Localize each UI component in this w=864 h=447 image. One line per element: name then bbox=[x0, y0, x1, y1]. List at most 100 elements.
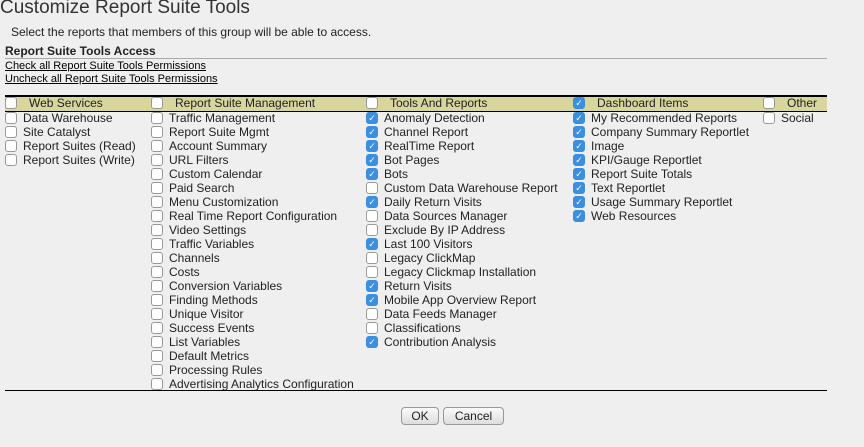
permission-web-resources[interactable]: ✓ Web Resources bbox=[573, 209, 749, 223]
checkbox-checked[interactable]: ✓ bbox=[573, 168, 585, 180]
permission-report-suite-mgmt[interactable]: Report Suite Mgmt bbox=[151, 125, 354, 139]
checkbox-unchecked[interactable] bbox=[151, 322, 163, 334]
check-all-link[interactable]: Check all Report Suite Tools Permissions bbox=[5, 60, 206, 72]
checkbox-unchecked[interactable] bbox=[151, 182, 163, 194]
checkbox-checked[interactable]: ✓ bbox=[573, 196, 585, 208]
checkbox-unchecked[interactable] bbox=[763, 112, 775, 124]
cancel-button[interactable]: Cancel bbox=[443, 407, 504, 425]
checkbox-unchecked[interactable] bbox=[366, 97, 378, 109]
permission-default-metrics[interactable]: Default Metrics bbox=[151, 349, 354, 363]
checkbox-unchecked[interactable] bbox=[366, 266, 378, 278]
column-header-tools-and-reports[interactable]: Tools And Reports bbox=[366, 96, 558, 110]
permission-url-filters[interactable]: URL Filters bbox=[151, 153, 354, 167]
checkbox-unchecked[interactable] bbox=[366, 182, 378, 194]
permission-custom-calendar[interactable]: Custom Calendar bbox=[151, 167, 354, 181]
permission-channels[interactable]: Channels bbox=[151, 251, 354, 265]
permission-return-visits[interactable]: ✓ Return Visits bbox=[366, 279, 558, 293]
column-header-other[interactable]: Other bbox=[763, 96, 817, 110]
checkbox-checked[interactable]: ✓ bbox=[573, 182, 585, 194]
checkbox-unchecked[interactable] bbox=[366, 308, 378, 320]
checkbox-unchecked[interactable] bbox=[366, 210, 378, 222]
checkbox-unchecked[interactable] bbox=[151, 238, 163, 250]
permission-finding-methods[interactable]: Finding Methods bbox=[151, 293, 354, 307]
permission-exclude-by-ip-address[interactable]: Exclude By IP Address bbox=[366, 223, 558, 237]
permission-anomaly-detection[interactable]: ✓ Anomaly Detection bbox=[366, 111, 558, 125]
permission-traffic-management[interactable]: Traffic Management bbox=[151, 111, 354, 125]
checkbox-unchecked[interactable] bbox=[151, 364, 163, 376]
permission-data-warehouse[interactable]: Data Warehouse bbox=[5, 111, 136, 125]
checkbox-checked[interactable]: ✓ bbox=[573, 154, 585, 166]
permission-image[interactable]: ✓ Image bbox=[573, 139, 749, 153]
permission-contribution-analysis[interactable]: ✓ Contribution Analysis bbox=[366, 335, 558, 349]
checkbox-checked[interactable]: ✓ bbox=[366, 280, 378, 292]
permission-channel-report[interactable]: ✓ Channel Report bbox=[366, 125, 558, 139]
checkbox-unchecked[interactable] bbox=[763, 97, 775, 109]
permission-custom-data-warehouse-report[interactable]: Custom Data Warehouse Report bbox=[366, 181, 558, 195]
permission-kpi-gauge-reportlet[interactable]: ✓ KPI/Gauge Reportlet bbox=[573, 153, 749, 167]
checkbox-unchecked[interactable] bbox=[366, 322, 378, 334]
checkbox-checked[interactable]: ✓ bbox=[366, 238, 378, 250]
permission-report-suite-totals[interactable]: ✓ Report Suite Totals bbox=[573, 167, 749, 181]
checkbox-unchecked[interactable] bbox=[151, 350, 163, 362]
column-header-dashboard-items[interactable]: ✓ Dashboard Items bbox=[573, 96, 749, 110]
checkbox-unchecked[interactable] bbox=[366, 252, 378, 264]
checkbox-unchecked[interactable] bbox=[151, 140, 163, 152]
checkbox-unchecked[interactable] bbox=[5, 112, 17, 124]
permission-social[interactable]: Social bbox=[763, 111, 817, 125]
permission-bots[interactable]: ✓ Bots bbox=[366, 167, 558, 181]
permission-site-catalyst[interactable]: Site Catalyst bbox=[5, 125, 136, 139]
checkbox-checked[interactable]: ✓ bbox=[573, 140, 585, 152]
permission-costs[interactable]: Costs bbox=[151, 265, 354, 279]
checkbox-unchecked[interactable] bbox=[5, 154, 17, 166]
checkbox-unchecked[interactable] bbox=[151, 336, 163, 348]
checkbox-unchecked[interactable] bbox=[151, 280, 163, 292]
permission-video-settings[interactable]: Video Settings bbox=[151, 223, 354, 237]
permission-paid-search[interactable]: Paid Search bbox=[151, 181, 354, 195]
permission-usage-summary-reportlet[interactable]: ✓ Usage Summary Reportlet bbox=[573, 195, 749, 209]
checkbox-unchecked[interactable] bbox=[151, 378, 163, 390]
checkbox-checked[interactable]: ✓ bbox=[573, 210, 585, 222]
permission-last-100-visitors[interactable]: ✓ Last 100 Visitors bbox=[366, 237, 558, 251]
checkbox-unchecked[interactable] bbox=[151, 294, 163, 306]
checkbox-unchecked[interactable] bbox=[5, 97, 17, 109]
checkbox-unchecked[interactable] bbox=[151, 154, 163, 166]
checkbox-unchecked[interactable] bbox=[151, 196, 163, 208]
column-header-web-services[interactable]: Web Services bbox=[5, 96, 136, 110]
checkbox-unchecked[interactable] bbox=[151, 266, 163, 278]
ok-button[interactable]: OK bbox=[401, 407, 439, 425]
checkbox-checked[interactable]: ✓ bbox=[366, 336, 378, 348]
permission-my-recommended-reports[interactable]: ✓ My Recommended Reports bbox=[573, 111, 749, 125]
checkbox-checked[interactable]: ✓ bbox=[366, 196, 378, 208]
uncheck-all-link[interactable]: Uncheck all Report Suite Tools Permissio… bbox=[5, 73, 218, 85]
checkbox-checked[interactable]: ✓ bbox=[366, 154, 378, 166]
permission-success-events[interactable]: Success Events bbox=[151, 321, 354, 335]
checkbox-unchecked[interactable] bbox=[151, 126, 163, 138]
checkbox-checked[interactable]: ✓ bbox=[366, 140, 378, 152]
checkbox-unchecked[interactable] bbox=[151, 224, 163, 236]
checkbox-unchecked[interactable] bbox=[151, 168, 163, 180]
permission-processing-rules[interactable]: Processing Rules bbox=[151, 363, 354, 377]
checkbox-unchecked[interactable] bbox=[5, 126, 17, 138]
permission-account-summary[interactable]: Account Summary bbox=[151, 139, 354, 153]
permission-classifications[interactable]: Classifications bbox=[366, 321, 558, 335]
permission-legacy-clickmap[interactable]: Legacy ClickMap bbox=[366, 251, 558, 265]
checkbox-unchecked[interactable] bbox=[151, 97, 163, 109]
permission-legacy-clickmap-installation[interactable]: Legacy Clickmap Installation bbox=[366, 265, 558, 279]
permission-company-summary-reportlet[interactable]: ✓ Company Summary Reportlet bbox=[573, 125, 749, 139]
checkbox-unchecked[interactable] bbox=[151, 210, 163, 222]
checkbox-checked[interactable]: ✓ bbox=[366, 126, 378, 138]
checkbox-unchecked[interactable] bbox=[151, 308, 163, 320]
permission-text-reportlet[interactable]: ✓ Text Reportlet bbox=[573, 181, 749, 195]
permission-unique-visitor[interactable]: Unique Visitor bbox=[151, 307, 354, 321]
checkbox-checked[interactable]: ✓ bbox=[366, 112, 378, 124]
checkbox-unchecked[interactable] bbox=[151, 252, 163, 264]
column-header-report-suite-management[interactable]: Report Suite Management bbox=[151, 96, 354, 110]
permission-bot-pages[interactable]: ✓ Bot Pages bbox=[366, 153, 558, 167]
checkbox-checked[interactable]: ✓ bbox=[573, 97, 585, 109]
permission-report-suites-read[interactable]: Report Suites (Read) bbox=[5, 139, 136, 153]
checkbox-unchecked[interactable] bbox=[5, 140, 17, 152]
permission-data-sources-manager[interactable]: Data Sources Manager bbox=[366, 209, 558, 223]
permission-report-suites-write[interactable]: Report Suites (Write) bbox=[5, 153, 136, 167]
checkbox-checked[interactable]: ✓ bbox=[366, 168, 378, 180]
permission-traffic-variables[interactable]: Traffic Variables bbox=[151, 237, 354, 251]
